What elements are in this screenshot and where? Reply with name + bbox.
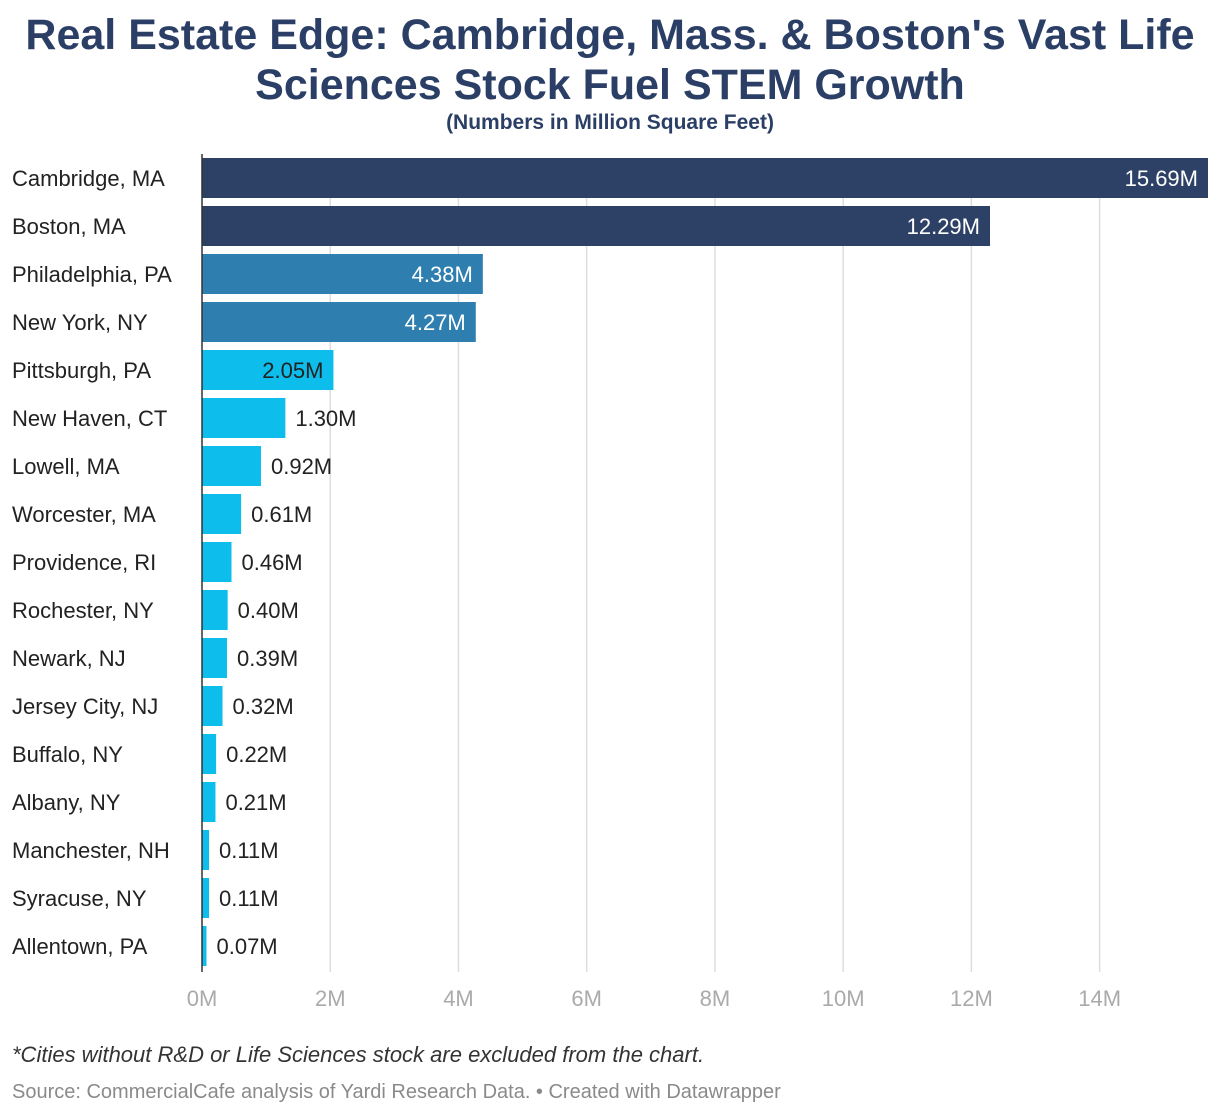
bar	[202, 926, 207, 966]
value-label: 0.11M	[219, 886, 279, 911]
chart-subtitle: (Numbers in Million Square Feet)	[446, 111, 774, 134]
category-label: New Haven, CT	[12, 406, 167, 431]
value-label: 2.05M	[262, 358, 323, 383]
value-label: 0.11M	[219, 838, 279, 863]
category-label: Jersey City, NJ	[12, 694, 158, 719]
bar	[202, 782, 216, 822]
bar	[202, 446, 261, 486]
category-label: Syracuse, NY	[12, 886, 147, 911]
value-label: 0.39M	[237, 646, 298, 671]
bar	[202, 398, 286, 438]
value-label: 0.61M	[251, 502, 312, 527]
bar	[202, 542, 232, 582]
category-label: Lowell, MA	[12, 454, 120, 479]
value-label: 12.29M	[907, 214, 980, 239]
x-tick-label: 0M	[187, 986, 218, 1011]
value-label: 0.22M	[226, 742, 287, 767]
value-label: 0.46M	[241, 550, 302, 575]
value-label: 4.38M	[412, 262, 473, 287]
x-tick-label: 6M	[571, 986, 602, 1011]
chart-title: Real Estate Edge: Cambridge, Mass. & Bos…	[25, 11, 1195, 109]
bar	[202, 590, 228, 630]
x-tick-label: 8M	[700, 986, 731, 1011]
category-label: Newark, NJ	[12, 646, 126, 671]
value-label: 4.27M	[405, 310, 466, 335]
value-label: 15.69M	[1125, 166, 1198, 191]
category-label: Albany, NY	[12, 790, 121, 815]
x-tick-label: 4M	[443, 986, 474, 1011]
category-label: New York, NY	[12, 310, 148, 335]
x-tick-label: 12M	[950, 986, 993, 1011]
bar	[202, 302, 476, 342]
category-label: Boston, MA	[12, 214, 126, 239]
category-label: Rochester, NY	[12, 598, 154, 623]
footnote: *Cities without R&D or Life Sciences sto…	[12, 1042, 705, 1067]
category-label: Providence, RI	[12, 550, 156, 575]
category-label: Cambridge, MA	[12, 166, 165, 191]
bar	[202, 350, 334, 390]
value-label: 0.32M	[233, 694, 294, 719]
value-label: 0.07M	[216, 934, 277, 959]
value-label: 0.92M	[271, 454, 332, 479]
bar	[202, 830, 210, 870]
value-label: 0.40M	[238, 598, 299, 623]
bar	[202, 494, 242, 534]
category-label: Philadelphia, PA	[12, 262, 172, 287]
bar	[202, 254, 483, 294]
category-label: Pittsburgh, PA	[12, 358, 151, 383]
bar	[202, 206, 991, 246]
value-label: 0.21M	[225, 790, 286, 815]
category-label: Allentown, PA	[12, 934, 148, 959]
category-label: Worcester, MA	[12, 502, 156, 527]
category-label: Manchester, NH	[12, 838, 170, 863]
bar-chart: 0M 2M 4M 6M 8M 10M 12M 14M Cambridge, MA 15.69M Bo…	[12, 154, 1208, 1011]
x-tick-label: 2M	[315, 986, 346, 1011]
bar	[202, 734, 217, 774]
bar	[202, 686, 223, 726]
x-tick-label: 10M	[822, 986, 865, 1011]
x-tick-label: 14M	[1078, 986, 1121, 1011]
category-label: Buffalo, NY	[12, 742, 123, 767]
value-label: 1.30M	[295, 406, 356, 431]
bar	[202, 158, 1208, 198]
source-credit: Source: CommercialCafe analysis of Yardi…	[12, 1081, 781, 1103]
bar	[202, 638, 228, 678]
bar	[202, 878, 210, 918]
